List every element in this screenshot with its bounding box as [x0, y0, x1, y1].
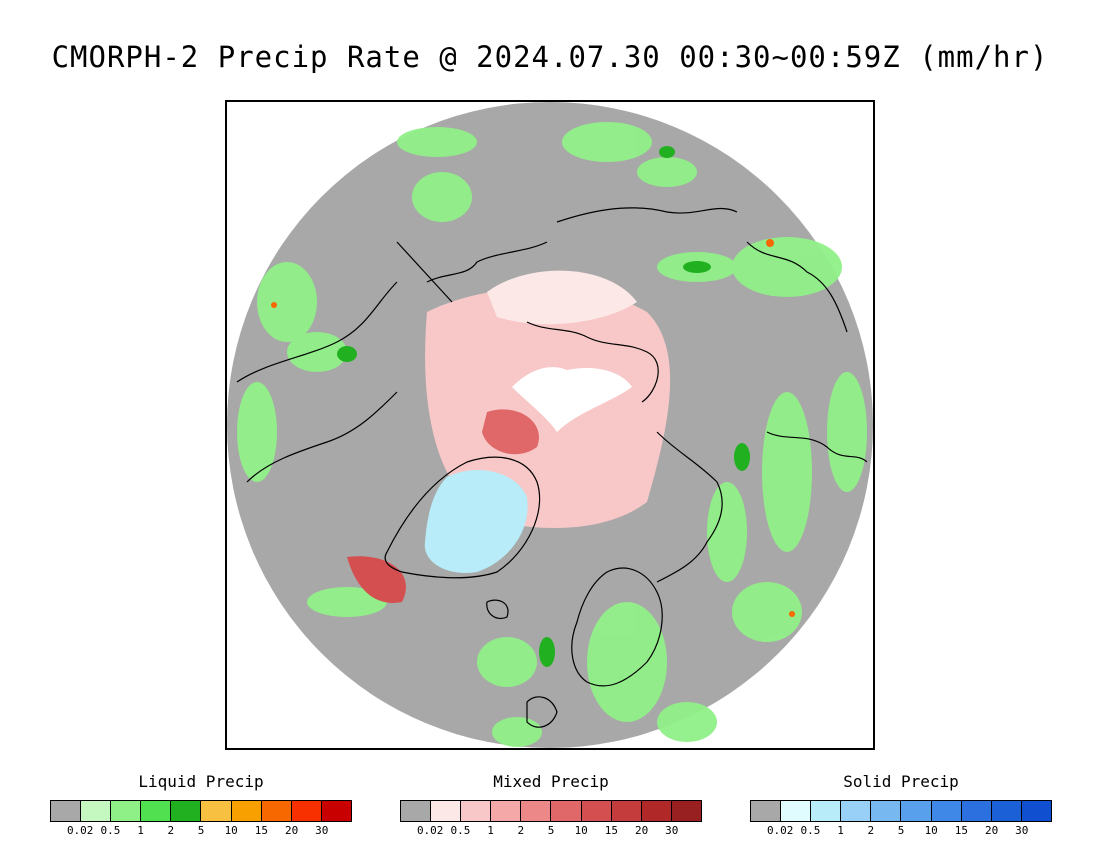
legend-liquid-swatch — [81, 801, 112, 821]
legend-liquid-tick-label: 10 — [224, 824, 238, 837]
legend-solid-tick-label: 2 — [867, 824, 875, 837]
white-area — [512, 367, 632, 432]
legend-mixed-swatch — [611, 801, 642, 821]
legend-liquid-swatch — [291, 801, 322, 821]
legend-mixed-ticks: 0.02 0.5 1 2 5 10 15 20 30 — [400, 824, 702, 838]
legend-solid-swatch — [991, 801, 1022, 821]
legend-liquid-tick-label: 0.02 — [66, 824, 94, 837]
legend-liquid-tick-label: 20 — [284, 824, 299, 837]
legend-mixed-tick-label: 10 — [574, 824, 588, 837]
legend-liquid-tick-label: 30 — [315, 824, 329, 837]
legend-solid-ticks: 0.02 0.5 1 2 5 10 15 20 30 — [750, 824, 1052, 838]
legend-mixed-swatch — [491, 801, 522, 821]
legend-solid-tick-label: 0.02 — [766, 824, 794, 837]
legend-mixed-swatch — [551, 801, 582, 821]
legend-liquid-swatch — [141, 801, 172, 821]
legend-liquid-tick-label: 1 — [137, 824, 144, 837]
legend-liquid-swatches — [50, 800, 352, 822]
legend-liquid-tick-label: 15 — [254, 824, 269, 837]
legend-solid-tick-label: 10 — [924, 824, 938, 837]
legend-solid-swatches — [750, 800, 1052, 822]
legend-mixed-swatches — [400, 800, 702, 822]
legend-solid-swatch — [931, 801, 962, 821]
legend-mixed-title: Mixed Precip — [493, 772, 609, 791]
legend-liquid-swatch — [51, 801, 82, 821]
legend-mixed-swatch — [521, 801, 552, 821]
legend-mixed-tick-label: 30 — [665, 824, 679, 837]
legend-solid-swatch — [871, 801, 902, 821]
legend-liquid-tick-label: 2 — [167, 824, 175, 837]
legend-liquid-swatch — [201, 801, 232, 821]
legend-mixed-swatch — [641, 801, 672, 821]
legend-mixed-swatch — [461, 801, 492, 821]
legend-solid-tick-label: 30 — [1015, 824, 1029, 837]
legend-mixed-tick-label: 1 — [487, 824, 494, 837]
legend-mixed-tick-label: 5 — [547, 824, 555, 837]
legend-solid-swatch — [811, 801, 842, 821]
precip-map-svg — [227, 102, 873, 748]
legend-mixed-swatch — [401, 801, 432, 821]
legend-liquid-swatch — [171, 801, 202, 821]
legend-solid-swatch — [781, 801, 812, 821]
legend-mixed-swatch — [431, 801, 462, 821]
legend-solid-tick-label: 5 — [897, 824, 905, 837]
legend-liquid-swatch — [261, 801, 292, 821]
legend-liquid-swatch — [231, 801, 262, 821]
legend-solid-swatch — [1021, 801, 1051, 821]
liquid-precip-intense — [271, 239, 795, 617]
legend-solid-title: Solid Precip — [843, 772, 959, 791]
legend-solid-swatch — [961, 801, 992, 821]
liquid-precip-heavy — [337, 146, 750, 667]
legend-solid-swatch — [751, 801, 782, 821]
coastlines — [236, 207, 868, 728]
legend-mixed-tick-label: 0.02 — [416, 824, 444, 837]
legend-liquid-title: Liquid Precip — [138, 772, 264, 791]
legend-liquid-tick-label: 5 — [197, 824, 205, 837]
legend-solid-swatch — [841, 801, 872, 821]
legend-mixed-tick-label: 20 — [634, 824, 649, 837]
legend-liquid-swatch — [111, 801, 142, 821]
legend-mixed-tick-label: 0.5 — [450, 824, 471, 837]
liquid-precip-areas — [237, 122, 867, 747]
legend-mixed-swatch — [581, 801, 612, 821]
legend-mixed-tick-label: 2 — [517, 824, 525, 837]
legend-mixed: Mixed Precip 0.02 0.5 1 2 5 10 15 20 30 — [400, 772, 702, 838]
legend-solid-tick-label: 1 — [837, 824, 844, 837]
polar-map — [225, 100, 875, 750]
map-title: CMORPH-2 Precip Rate @ 2024.07.30 00:30~… — [51, 40, 1049, 74]
legend-liquid: Liquid Precip 0.02 0.5 1 2 5 10 15 20 30 — [50, 772, 352, 838]
legend-solid: Solid Precip 0.02 0.5 1 2 5 10 15 20 30 — [750, 772, 1052, 838]
legend-liquid-swatch — [321, 801, 351, 821]
legend-mixed-tick-label: 15 — [604, 824, 619, 837]
solid-precip-area — [424, 469, 528, 573]
legend-mixed-swatch — [671, 801, 701, 821]
legend-solid-tick-label: 20 — [984, 824, 999, 837]
legend-solid-tick-label: 15 — [954, 824, 969, 837]
legend-liquid-ticks: 0.02 0.5 1 2 5 10 15 20 30 — [50, 824, 352, 838]
legend-solid-swatch — [901, 801, 932, 821]
legend-solid-tick-label: 0.5 — [800, 824, 821, 837]
legend-liquid-tick-label: 0.5 — [100, 824, 121, 837]
